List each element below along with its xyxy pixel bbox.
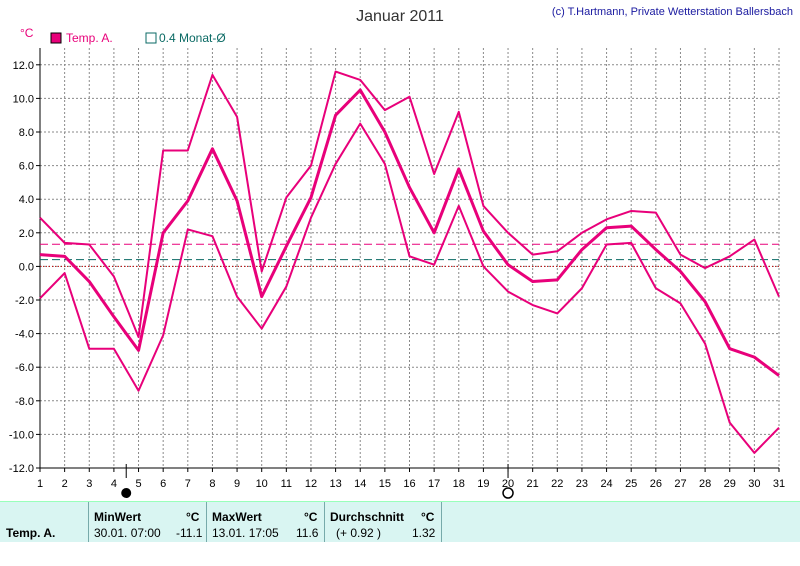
- x-tick-label: 23: [576, 478, 588, 490]
- x-tick-label: 3: [86, 478, 92, 490]
- y-tick-label: 0.0: [19, 261, 34, 273]
- series-line-min: [39, 122, 780, 454]
- y-unit-label: °C: [20, 26, 34, 40]
- x-tick-label: 16: [403, 478, 415, 490]
- x-tick-label: 22: [551, 478, 563, 490]
- max-date: 13.01. 17:05: [212, 526, 279, 540]
- x-tick-label: 13: [329, 478, 341, 490]
- x-tick-label: 18: [453, 478, 465, 490]
- y-tick-label: 12.0: [13, 60, 34, 72]
- x-tick-label: 30: [748, 478, 760, 490]
- x-tick-label: 21: [527, 478, 539, 490]
- separator: [441, 502, 442, 542]
- separator: [324, 502, 325, 542]
- x-tick-label: 9: [234, 478, 240, 490]
- y-tick-label: 8.0: [19, 127, 34, 139]
- x-tick-label: 27: [674, 478, 686, 490]
- chart-title: Januar 2011: [356, 8, 444, 25]
- avg-value: 1.32: [412, 526, 436, 540]
- legend-temp-label: Temp. A.: [66, 31, 113, 45]
- x-tick-label: 17: [428, 478, 440, 490]
- min-header: MinWert: [94, 510, 142, 524]
- x-tick-label: 29: [724, 478, 736, 490]
- x-tick-label: 28: [699, 478, 711, 490]
- max-header: MaxWert: [212, 510, 262, 524]
- x-tick-label: 12: [305, 478, 317, 490]
- temperature-chart: Januar 2011 (c) T.Hartmann, Private Wett…: [9, 6, 793, 499]
- x-tick-label: 2: [62, 478, 68, 490]
- moon-phases: [121, 464, 514, 499]
- full-moon-icon: [121, 488, 132, 498]
- series-line-max: [39, 70, 780, 338]
- y-tick-label: 2.0: [19, 228, 34, 240]
- min-unit: °C: [186, 510, 200, 524]
- x-tick-label: 25: [625, 478, 637, 490]
- y-tick-label: 4.0: [19, 194, 34, 206]
- stats-panel: Temp. A. MinWert °C 30.01. 07:00 -11.1 M…: [0, 501, 800, 542]
- x-tick-label: 1: [37, 478, 43, 490]
- new-moon-icon: [502, 487, 514, 499]
- avg-diff: (+ 0.92 ): [336, 526, 382, 540]
- x-tick-label: 4: [111, 478, 117, 490]
- y-tick-label: -10.0: [9, 429, 34, 441]
- x-tick-label: 20: [502, 478, 514, 490]
- max-value: 11.6: [296, 526, 319, 540]
- x-tick-label: 10: [256, 478, 268, 490]
- reference-lines: [40, 243, 779, 267]
- stats-row-label: Temp. A.: [6, 526, 56, 540]
- x-tick-label: 7: [185, 478, 191, 490]
- series: [39, 70, 780, 454]
- y-tick-label: -6.0: [15, 362, 34, 374]
- y-tick-label: -4.0: [15, 329, 34, 341]
- min-date: 30.01. 07:00: [94, 526, 161, 540]
- y-tick-label: -12.0: [9, 463, 34, 475]
- avg-unit: °C: [421, 510, 435, 524]
- x-tick-label: 19: [477, 478, 489, 490]
- credit-text: (c) T.Hartmann, Private Wetterstation Ba…: [552, 6, 793, 18]
- series-line-mean: [39, 88, 780, 377]
- separator: [206, 502, 207, 542]
- legend-temp-swatch: [50, 32, 62, 44]
- grid: [39, 48, 780, 469]
- min-value: -11.1: [176, 526, 203, 540]
- x-tick-label: 26: [650, 478, 662, 490]
- y-tick-label: 10.0: [13, 93, 34, 105]
- x-tick-label: 8: [209, 478, 215, 490]
- legend-avg-swatch: [145, 32, 157, 44]
- y-tick-label: -8.0: [15, 396, 34, 408]
- x-tick-label: 15: [379, 478, 391, 490]
- legend-avg-label: 0.4 Monat-Ø: [159, 31, 226, 45]
- x-tick-label: 14: [354, 478, 366, 490]
- max-unit: °C: [304, 510, 318, 524]
- x-tick-label: 5: [135, 478, 141, 490]
- separator: [88, 502, 89, 542]
- avg-header: Durchschnitt: [330, 510, 405, 524]
- x-tick-label: 24: [600, 478, 612, 490]
- y-tick-label: -2.0: [15, 295, 34, 307]
- x-tick-label: 11: [281, 478, 292, 490]
- y-tick-label: 6.0: [19, 161, 34, 173]
- axis-ticks: -12.0 -10.0 -8.0 -6.0 -4.0 -2.0 0.0 2.0 4.0 6.0 8.…: [9, 60, 785, 490]
- x-tick-label: 6: [160, 478, 166, 490]
- x-tick-label: 31: [773, 478, 785, 490]
